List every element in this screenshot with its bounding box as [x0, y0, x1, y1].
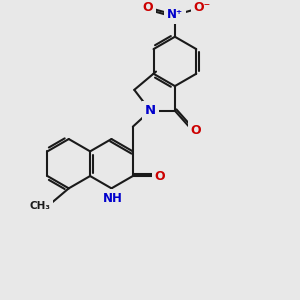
- Text: O: O: [154, 169, 165, 182]
- Text: N: N: [145, 104, 156, 117]
- Text: N⁺: N⁺: [167, 8, 183, 22]
- Text: O⁻: O⁻: [194, 1, 211, 14]
- Text: CH₃: CH₃: [29, 201, 50, 211]
- Text: O: O: [142, 1, 153, 14]
- Text: N: N: [145, 104, 156, 117]
- Text: O: O: [191, 124, 201, 137]
- Text: NH: NH: [103, 192, 123, 205]
